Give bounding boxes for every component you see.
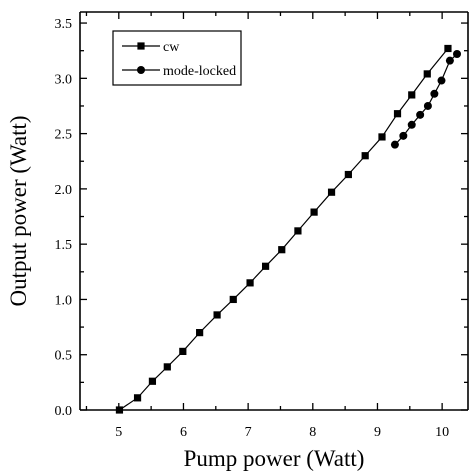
legend: cw mode-locked [112,30,242,86]
data-point [115,406,124,414]
y-tick-label: 3.0 [55,72,73,87]
legend-marker [137,42,145,50]
data-point [399,131,408,140]
legend-label: cw [163,40,180,55]
legend-label: mode-locked [163,64,236,79]
legend-item: mode-locked [122,64,236,79]
data-point [453,50,462,59]
series-layer [115,44,462,414]
data-point [179,347,187,356]
data-point [361,152,369,160]
y-tick-label: 1.5 [55,238,73,253]
ticks: 5 6 7 8 9 10 0.0 0.5 1.0 1.5 2.0 2.5 3.0 3.5 [55,12,468,440]
data-point [246,279,254,287]
data-point [408,91,416,99]
y-tick-label: 0.5 [55,349,73,364]
data-point [133,394,142,402]
data-point [213,311,221,319]
data-point [390,140,399,149]
data-point [294,227,302,235]
data-point [423,101,432,110]
data-point [196,329,204,337]
y-axis-title: Output power (Watt) [6,115,31,306]
data-point [163,363,171,371]
legend-item: cw [122,40,180,55]
data-point [444,44,452,53]
legend-box [112,30,242,86]
data-point [344,170,352,179]
data-point [407,120,416,129]
series-line [119,48,449,411]
series-line [394,53,458,146]
x-tick-label: 5 [115,425,122,440]
data-point [148,377,157,385]
x-tick-label: 6 [180,425,187,440]
x-tick-label: 8 [309,425,316,440]
legend-marker [137,66,145,74]
data-point [327,188,336,196]
y-tick-label: 0.0 [55,404,73,419]
legend-items: cw mode-locked [122,40,236,79]
data-point [416,110,425,119]
y-tick-label: 2.5 [55,128,73,143]
data-point [445,56,454,65]
x-axis-title: Pump power (Watt) [184,446,365,471]
x-tick-label: 7 [245,425,252,440]
series-cw [115,44,452,414]
y-tick-label: 1.0 [55,293,73,308]
data-point [278,246,286,254]
data-point [393,110,402,118]
data-point [423,70,431,78]
x-tick-label: 10 [435,425,449,440]
y-tick-label: 2.0 [55,183,73,198]
data-point [310,208,318,216]
data-point [437,76,446,85]
data-point [229,295,237,304]
y-tick-label: 3.5 [55,17,73,32]
x-tick-label: 9 [374,425,381,440]
data-point [430,89,439,98]
data-point [261,262,270,270]
series-mode-locked [390,50,462,149]
data-point [378,133,386,141]
